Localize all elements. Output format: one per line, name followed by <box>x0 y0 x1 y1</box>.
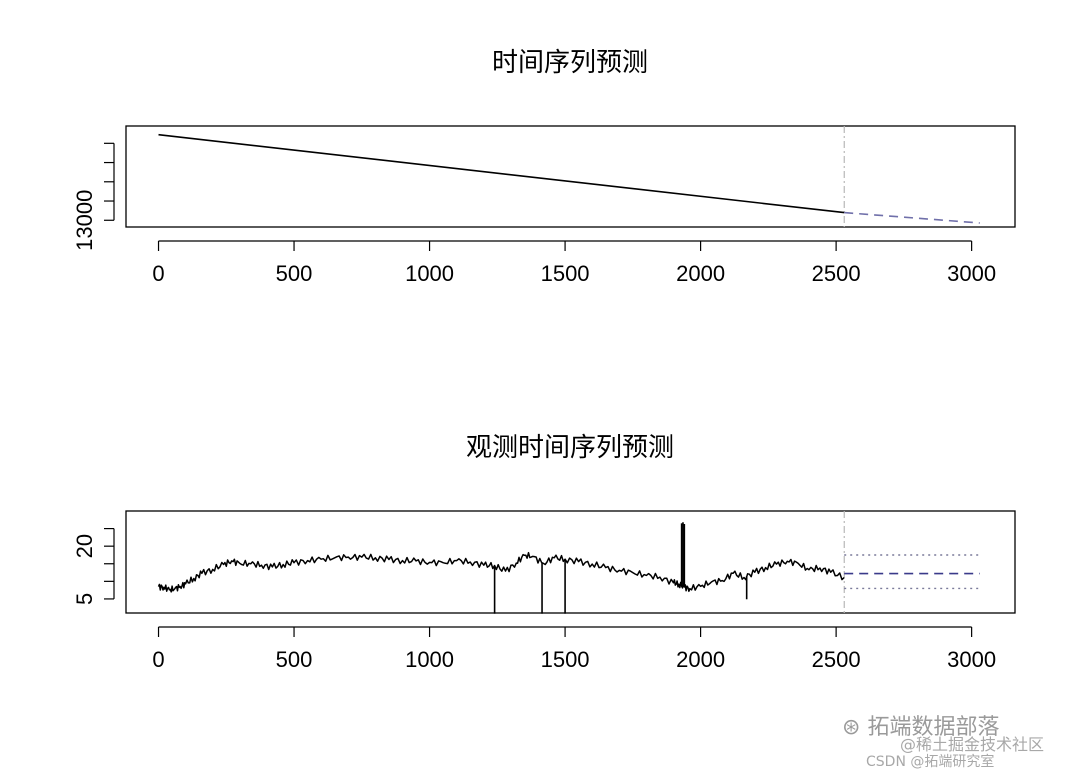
watermark-csdn: CSDN @拓端研究室 <box>866 754 995 770</box>
top-plot-marks <box>158 126 980 227</box>
top-plot-x-axis: 0 500 1000 1500 2000 2500 3000 <box>152 240 996 286</box>
bottom-forecast-plot: 观测时间序列预测 0 500 1000 1500 2000 2500 3000 5 20 <box>72 433 1016 672</box>
top-x-tick-label: 0 <box>152 261 164 286</box>
top-forecast-plot: 时间序列预测 0 500 1000 1500 2000 2500 3000 13000 <box>72 48 1016 286</box>
top-x-tick-label: 2000 <box>676 261 725 286</box>
top-forecast-mean-line <box>844 211 980 224</box>
wechat-icon: ⊛ <box>842 715 861 740</box>
bottom-plot-x-axis: 0 500 1000 1500 2000 2500 3000 <box>152 626 996 672</box>
top-x-tick-label: 500 <box>276 261 313 286</box>
bottom-x-tick-label: 1500 <box>541 647 590 672</box>
top-plot-title: 时间序列预测 <box>492 48 648 78</box>
top-observed-line <box>158 133 845 214</box>
bottom-x-tick-label: 3000 <box>947 647 996 672</box>
top-plot-box <box>125 125 1016 228</box>
bottom-x-tick-label: 2000 <box>676 647 725 672</box>
top-plot-y-axis: 13000 <box>72 142 115 251</box>
top-x-tick-label: 2500 <box>812 261 861 286</box>
top-x-tick-label: 1000 <box>405 261 454 286</box>
bottom-plot-marks <box>157 511 980 614</box>
bottom-x-tick-label: 500 <box>276 647 313 672</box>
bottom-plot-box <box>125 510 1016 614</box>
top-y-tick-label: 13000 <box>72 190 97 251</box>
bottom-x-tick-label: 1000 <box>405 647 454 672</box>
bottom-plot-y-axis: 5 20 <box>72 527 115 605</box>
bottom-plot-title: 观测时间序列预测 <box>466 433 674 463</box>
bottom-y-tick-label: 5 <box>72 593 97 605</box>
top-x-tick-label: 1500 <box>541 261 590 286</box>
bottom-observed-line <box>157 551 845 593</box>
bottom-x-tick-label: 0 <box>152 647 164 672</box>
watermark-main: ⊛ 拓端数据部落 <box>842 709 999 741</box>
watermark-sub: @稀土掘金技术社区 <box>900 735 1045 754</box>
bottom-x-tick-label: 2500 <box>812 647 861 672</box>
watermark-main-text: 拓端数据部落 <box>867 715 1000 740</box>
bottom-y-tick-label: 20 <box>72 534 97 558</box>
top-x-tick-label: 3000 <box>947 261 996 286</box>
